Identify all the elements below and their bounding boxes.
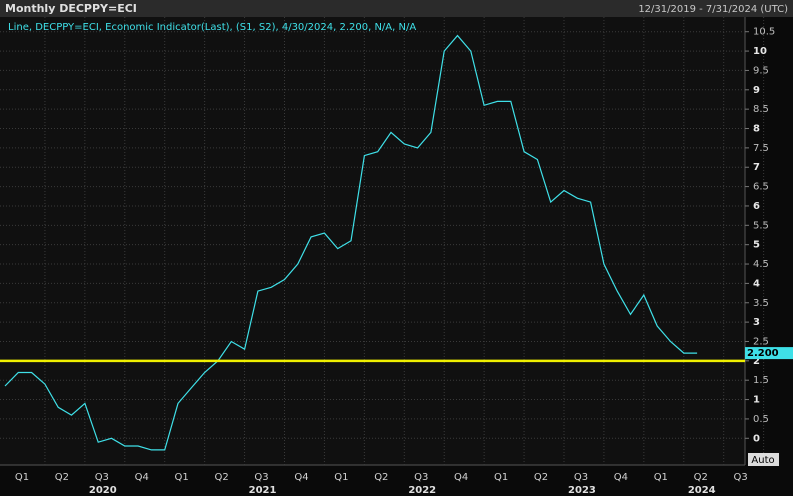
x-tick-label: Q3 (734, 472, 748, 483)
y-tick-label: 4 (753, 278, 760, 289)
y-tick-label: 0 (753, 433, 760, 444)
y-tick-label: 1.5 (753, 375, 769, 386)
y-tick-label: 1 (753, 395, 760, 406)
x-tick-label: Q2 (694, 472, 708, 483)
y-tick-label: 5 (753, 240, 760, 251)
y-tick-label: 7 (753, 162, 760, 173)
x-tick-label: Q3 (574, 472, 588, 483)
y-tick-label: 3 (753, 317, 760, 328)
x-tick-label: Q4 (135, 472, 149, 483)
last-value-label: 2.200 (747, 348, 779, 359)
plot-area (0, 17, 745, 465)
x-tick-label: Q1 (334, 472, 348, 483)
x-tick-label: Q3 (414, 472, 428, 483)
x-tick-label: Q3 (95, 472, 109, 483)
y-tick-label: 10.5 (753, 27, 775, 38)
x-tick-label: Q4 (454, 472, 468, 483)
year-label: 2023 (568, 485, 596, 496)
date-range: 12/31/2019 - 7/31/2024 (UTC) (638, 4, 788, 15)
y-tick-label: 6 (753, 201, 760, 212)
y-tick-label: 7.5 (753, 143, 769, 154)
y-tick-label: 4.5 (753, 259, 769, 270)
y-tick-label: 9 (753, 85, 760, 96)
x-tick-label: Q1 (15, 472, 29, 483)
x-tick-label: Q3 (254, 472, 268, 483)
legend-text: Line, DECPPY=ECI, Economic Indicator(Las… (8, 22, 416, 33)
year-label: 2021 (249, 485, 277, 496)
x-tick-label: Q2 (374, 472, 388, 483)
year-label: 2020 (89, 485, 117, 496)
last-value-box (745, 347, 793, 360)
y-tick-label: 2.5 (753, 336, 769, 347)
x-tick-label: Q2 (214, 472, 228, 483)
series-line (4, 34, 698, 451)
x-tick-label: Q2 (55, 472, 69, 483)
y-tick-label: 8.5 (753, 104, 769, 115)
x-tick-label: Q4 (294, 472, 308, 483)
y-tick-label: 0.5 (753, 414, 769, 425)
auto-button[interactable] (748, 453, 779, 466)
x-tick-label: Q1 (654, 472, 668, 483)
y-tick-label: 5.5 (753, 220, 769, 231)
y-tick-label: 3.5 (753, 298, 769, 309)
chart-title: Monthly DECPPY=ECI (5, 2, 137, 15)
x-tick-label: Q1 (175, 472, 189, 483)
x-tick-label: Q2 (534, 472, 548, 483)
x-tick-label: Q4 (614, 472, 628, 483)
y-tick-label: 10 (753, 46, 767, 57)
title-bar (0, 0, 793, 17)
grid (0, 17, 765, 465)
y-tick-label: 9.5 (753, 65, 769, 76)
auto-button-label[interactable]: Auto (751, 455, 774, 466)
year-label: 2022 (408, 485, 436, 496)
x-tick-label: Q1 (494, 472, 508, 483)
year-label: 2024 (688, 485, 716, 496)
y-tick-label: 2 (753, 356, 760, 367)
y-tick-label: 6.5 (753, 182, 769, 193)
y-tick-label: 8 (753, 124, 760, 135)
